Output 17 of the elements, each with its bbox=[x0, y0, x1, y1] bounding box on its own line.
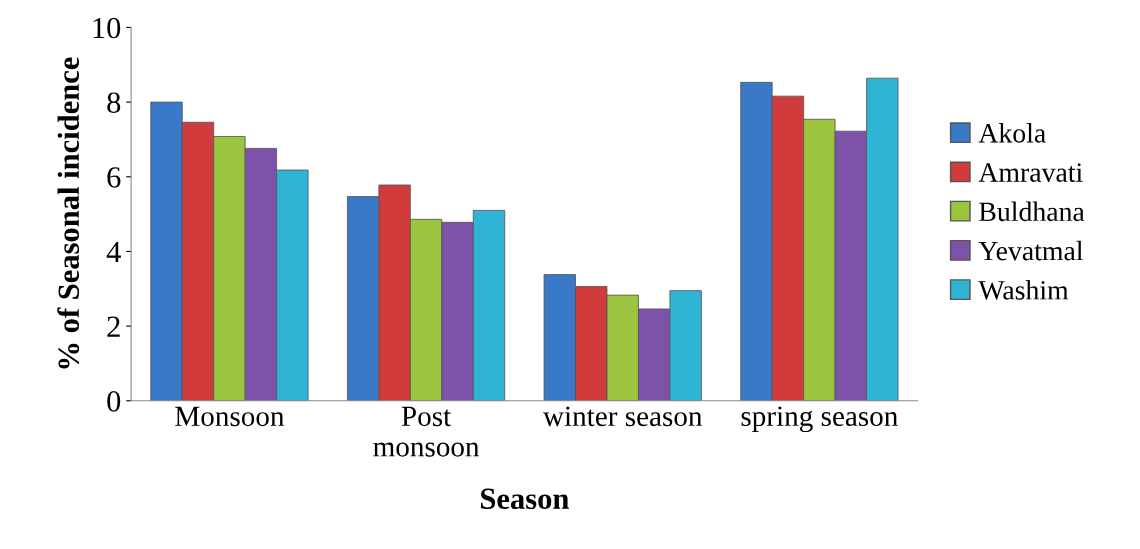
y-axis-title: % of Seasonal incidence bbox=[57, 57, 80, 369]
x-tick-label: winter season bbox=[542, 406, 703, 427]
legend-label: Washim bbox=[978, 280, 1069, 300]
y-tick-label: 6 bbox=[107, 167, 121, 188]
x-tick-label: Post monsoon bbox=[373, 406, 480, 457]
legend-label: Buldhana bbox=[979, 201, 1085, 222]
y-tick-label: 4 bbox=[106, 241, 121, 263]
legend-label: Amravati bbox=[978, 163, 1083, 182]
legend-label: Yevatmal bbox=[978, 240, 1083, 261]
x-axis-title: Season bbox=[481, 488, 569, 510]
y-tick-label: 8 bbox=[107, 92, 121, 114]
x-tick-label: spring season bbox=[741, 406, 898, 433]
y-tick-label: 10 bbox=[93, 17, 121, 39]
legend-label: Akola bbox=[978, 123, 1046, 143]
x-tick-label: Monsoon bbox=[175, 406, 285, 427]
y-tick-label: 2 bbox=[107, 316, 120, 337]
y-tick-label: 0 bbox=[107, 391, 121, 412]
